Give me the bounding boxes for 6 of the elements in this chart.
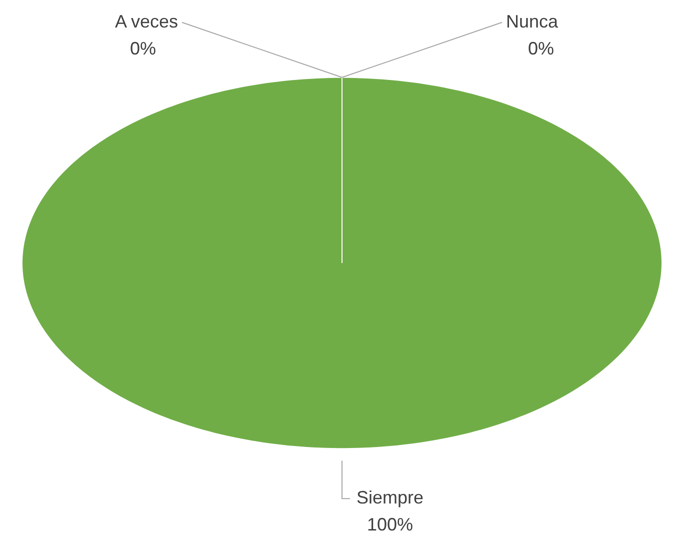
text: 0% [528,38,554,58]
slice-label: Siempre [356,488,424,508]
data-label: 100% [366,514,414,535]
text: 0% [130,38,156,58]
category-label: Nunca [506,11,558,32]
category-label: A veces [114,11,178,32]
